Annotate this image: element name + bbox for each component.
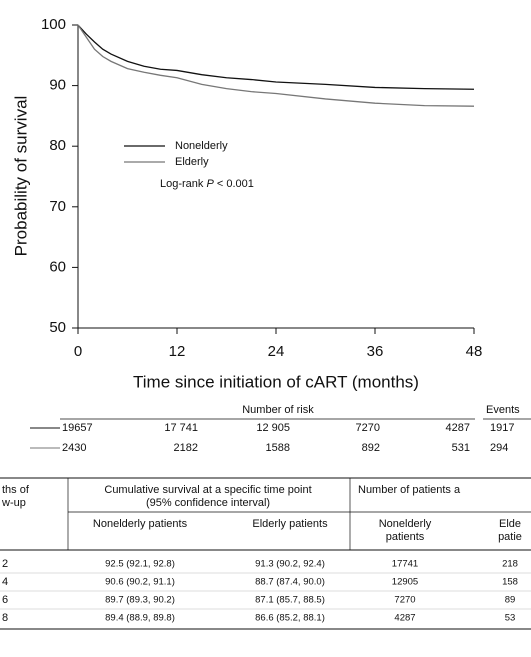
risk-count: 17 741: [164, 422, 198, 434]
table-cell: 91.3 (90.2, 92.4): [255, 559, 325, 570]
survival-line: [77, 24, 475, 90]
annotation-italic: P: [206, 178, 214, 190]
table-cell: 53: [505, 613, 516, 624]
table-cell: 90.6 (90.2, 91.1): [105, 577, 175, 588]
x-tick-label: 24: [268, 343, 285, 360]
survival-line: [77, 24, 475, 107]
table-cell: 92.5 (92.1, 92.8): [105, 559, 175, 570]
annotation: Log-rank P < 0.001: [160, 178, 254, 190]
risk-count: 2430: [62, 442, 86, 454]
table-cell: 6: [2, 594, 8, 606]
risk-count: 12 905: [256, 422, 290, 434]
table-header: (95% confidence interval): [146, 497, 270, 509]
table-header: patie: [498, 531, 522, 543]
table-cell: 2: [2, 558, 8, 570]
table-cell: 89: [505, 595, 516, 606]
table-cell: 88.7 (87.4, 90.0): [255, 577, 325, 588]
table-cell: 89.7 (89.3, 90.2): [105, 595, 175, 606]
table-header: Nonelderly patients: [93, 518, 188, 530]
table-cell: 4: [2, 576, 8, 588]
x-tick-label: 0: [74, 343, 82, 360]
y-tick-label: 70: [49, 198, 66, 215]
table-cell: 218: [502, 559, 518, 570]
risk-count: 1588: [266, 442, 290, 454]
table-cell: 7270: [394, 595, 415, 606]
table-cell: 12905: [392, 577, 418, 588]
table-cell: 4287: [394, 613, 415, 624]
y-tick-label: 60: [49, 258, 66, 275]
risk-count: 2182: [174, 442, 198, 454]
table-cell: 158: [502, 577, 518, 588]
risk-title: Number of risk: [242, 404, 314, 416]
table-header: patients: [386, 531, 425, 543]
x-tick-label: 12: [169, 343, 186, 360]
table-header: Nonelderly: [379, 518, 432, 530]
risk-count: 7270: [356, 422, 380, 434]
table-header: Cumulative survival at a specific time p…: [104, 484, 311, 496]
legend-label: Nonelderly: [175, 140, 228, 152]
table-header: ths of: [2, 484, 30, 496]
x-tick-label: 36: [367, 343, 384, 360]
annotation-text: < 0.001: [217, 178, 254, 190]
table-cell: 86.6 (85.2, 88.1): [255, 613, 325, 624]
risk-count: 531: [452, 442, 470, 454]
legend-label: Elderly: [175, 156, 209, 168]
event-count: 294: [490, 442, 508, 454]
y-tick-label: 90: [49, 77, 66, 94]
table-cell: 17741: [392, 559, 418, 570]
table-header: Elde: [499, 518, 521, 530]
y-tick-label: 50: [49, 319, 66, 336]
risk-count: 19657: [62, 422, 93, 434]
y-axis-title: Probability of survival: [11, 96, 30, 257]
risk-count: 4287: [446, 422, 470, 434]
table-header: Number of patients a: [358, 484, 461, 496]
table-header: Elderly patients: [252, 518, 328, 530]
event-count: 1917: [490, 422, 514, 434]
annotation-text: Log-rank: [160, 178, 204, 190]
x-axis-title: Time since initiation of cART (months): [133, 372, 419, 391]
table-cell: 8: [2, 612, 8, 624]
x-tick-label: 48: [466, 343, 483, 360]
risk-count: 892: [362, 442, 380, 454]
y-tick-label: 80: [49, 137, 66, 154]
events-title: Events: [486, 404, 520, 416]
table-cell: 87.1 (85.7, 88.5): [255, 595, 325, 606]
table-cell: 89.4 (88.9, 89.8): [105, 613, 175, 624]
table-header: w-up: [1, 497, 26, 509]
y-tick-label: 100: [41, 16, 66, 33]
